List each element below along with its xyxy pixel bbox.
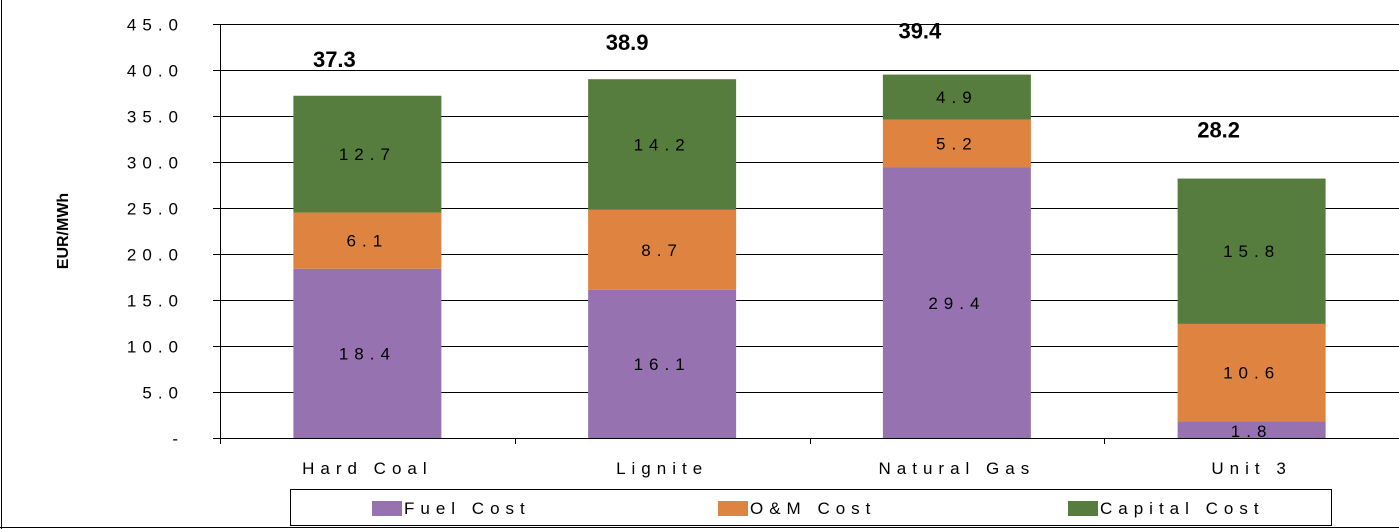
- y-tick-label: 10.0: [127, 338, 184, 357]
- bar-segment: [588, 79, 737, 210]
- data-label: 15.8: [1223, 242, 1280, 261]
- legend-label: Capital Cost: [1100, 499, 1265, 518]
- bar-segment: [293, 212, 442, 269]
- bar-segment: [588, 209, 737, 290]
- x-tick-label: Hard Coal: [302, 459, 433, 478]
- data-label: 18.4: [339, 344, 396, 363]
- data-label: 8.7: [641, 241, 683, 260]
- y-axis-label: EUR/MWh: [55, 193, 72, 269]
- data-label: 16.1: [634, 355, 691, 374]
- bar-segment: [293, 268, 442, 438]
- legend-swatch: [372, 501, 402, 516]
- legend: Fuel Cost O&M Cost Capital Cost: [290, 489, 1332, 526]
- data-label: 14.2: [634, 136, 691, 155]
- data-label: 1.8: [1231, 422, 1273, 441]
- legend-box: [290, 489, 1332, 526]
- bar-segment: [293, 95, 442, 213]
- total-label: 39.4: [898, 19, 942, 44]
- legend-swatch: [718, 501, 748, 516]
- bar-segment: [882, 74, 1031, 120]
- data-label: 6.1: [347, 232, 389, 251]
- data-label: 10.6: [1223, 364, 1280, 383]
- data-label: 12.7: [339, 145, 396, 164]
- bar-segment: [882, 119, 1031, 168]
- y-tick-label: 15.0: [127, 292, 184, 311]
- legend-label: O&M Cost: [750, 499, 876, 518]
- bar-segment: [882, 167, 1031, 438]
- y-tick-label: 35.0: [127, 108, 184, 127]
- y-tick-label: 40.0: [127, 62, 184, 81]
- bars: 18.4 6.1 12.7 37.3 16.1 8.7 14.2 38.9 29.4 5.2 4.9…: [293, 19, 1326, 441]
- total-label: 28.2: [1197, 118, 1240, 143]
- legend-label: Fuel Cost: [404, 499, 531, 518]
- x-tick-label: Natural Gas: [879, 459, 1036, 478]
- total-label: 37.3: [313, 47, 356, 72]
- legend-swatch: [1068, 501, 1098, 516]
- x-tick-label: Lignite: [616, 459, 708, 478]
- y-tick-label: 45.0: [127, 16, 184, 35]
- x-axis: Hard Coal Lignite Natural Gas Unit 3: [220, 438, 1399, 478]
- y-axis: - 5.0 10.0 15.0 20.0 25.0 30.0 35.0 40.0 45.0 EUR/…: [55, 16, 221, 449]
- bar-segment: [1177, 178, 1326, 324]
- y-tick-label: -: [172, 430, 184, 449]
- bar-segment: [1177, 421, 1326, 438]
- y-tick-label: 20.0: [127, 246, 184, 265]
- y-tick-label: 30.0: [127, 154, 184, 173]
- bar-segment: [1177, 323, 1326, 422]
- data-label: 5.2: [936, 135, 978, 154]
- data-label: 4.9: [936, 88, 978, 107]
- y-tick-label: 25.0: [127, 200, 184, 219]
- y-tick-label: 5.0: [142, 384, 184, 403]
- data-label: 29.4: [928, 294, 985, 313]
- x-tick-label: Unit 3: [1211, 459, 1291, 478]
- total-label: 38.9: [606, 30, 649, 55]
- bar-segment: [588, 289, 737, 438]
